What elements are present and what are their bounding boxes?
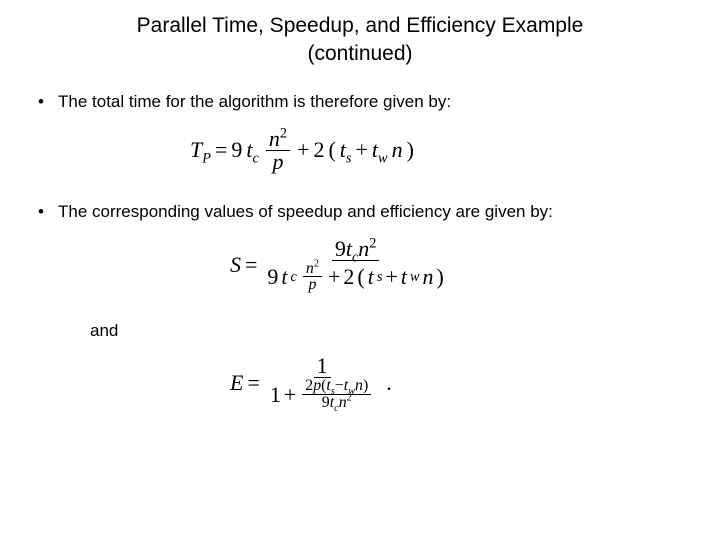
var-n: n <box>392 139 403 161</box>
rparen: ) <box>407 139 414 161</box>
fraction-efficiency: 1 1 + 2p(ts−twn) 9tcn2 <box>267 355 377 411</box>
equation-tp: TP = 9tc n2 p + 2(ts + twn) <box>30 128 690 173</box>
slide: Parallel Time, Speedup, and Efficiency E… <box>0 0 720 540</box>
equals-sign: = <box>247 372 259 394</box>
bullet-list: The total time for the algorithm is ther… <box>30 91 690 114</box>
plus-sign: + <box>297 139 309 161</box>
equation-speedup: S = 9tcn2 9tc n2 p + 2(ts + <box>30 238 690 294</box>
title-line-2: (continued) <box>307 42 412 65</box>
lparen: ( <box>328 139 335 161</box>
coef: 9 <box>231 139 242 161</box>
period: . <box>386 372 392 394</box>
fraction-n2-over-p: n2 p <box>266 128 290 173</box>
title-line-1: Parallel Time, Speedup, and Efficiency E… <box>137 14 584 37</box>
equals-sign: = <box>215 139 227 161</box>
fraction-inner: 2p(ts−twn) 9tcn2 <box>302 378 371 411</box>
and-label: and <box>30 321 690 341</box>
coef-2: 2 <box>313 139 324 161</box>
var-tc: tc <box>246 139 258 161</box>
plus-sign: + <box>356 139 368 161</box>
equation-efficiency: E = 1 1 + 2p(ts−twn) 9tcn2 <box>30 355 690 411</box>
eq-lhs: S <box>230 254 241 276</box>
slide-title: Parallel Time, Speedup, and Efficiency E… <box>30 12 690 69</box>
bullet-item: The corresponding values of speedup and … <box>30 201 690 224</box>
var-ts: ts <box>340 139 352 161</box>
eq-lhs: E <box>230 372 243 394</box>
equals-sign: = <box>245 254 257 276</box>
bullet-item: The total time for the algorithm is ther… <box>30 91 690 114</box>
eq-lhs: TP <box>190 139 211 161</box>
var-tw: tw <box>372 139 388 161</box>
bullet-text: The corresponding values of speedup and … <box>58 202 553 221</box>
bullet-text: The total time for the algorithm is ther… <box>58 92 451 111</box>
bullet-list: The corresponding values of speedup and … <box>30 201 690 224</box>
fraction-n2-over-p: n2 p <box>303 261 322 294</box>
fraction-speedup: 9tcn2 9tc n2 p + 2(ts + twn) <box>264 238 446 294</box>
